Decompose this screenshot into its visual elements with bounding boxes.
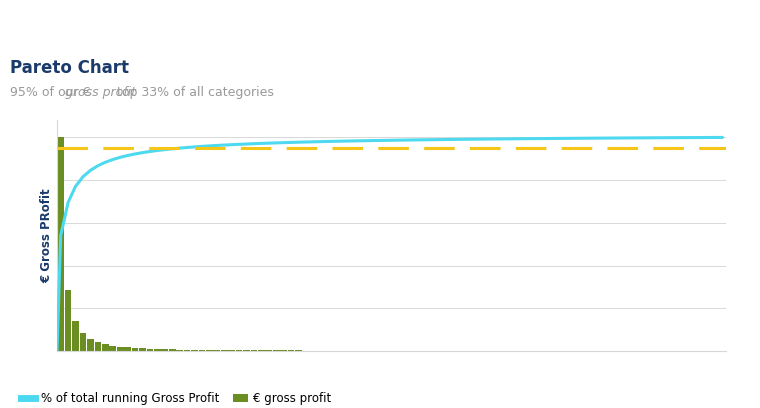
- Bar: [147, 349, 154, 351]
- Bar: [221, 350, 227, 351]
- Bar: [124, 348, 131, 351]
- Text: 95% of our €: 95% of our €: [10, 86, 94, 99]
- Bar: [191, 350, 198, 351]
- Text: gross profit: gross profit: [65, 86, 136, 99]
- Bar: [139, 348, 146, 351]
- Bar: [184, 350, 191, 351]
- Legend: % of total running Gross Profit, € gross profit: % of total running Gross Profit, € gross…: [16, 387, 337, 408]
- Bar: [251, 350, 258, 351]
- Y-axis label: € Gross PRofit: € Gross PRofit: [40, 188, 53, 283]
- Bar: [198, 350, 205, 351]
- Bar: [206, 350, 213, 351]
- Bar: [273, 350, 280, 351]
- Bar: [169, 349, 176, 351]
- Text: Profitability Analysis Across Categories: Profitability Analysis Across Categories: [10, 16, 536, 40]
- Bar: [280, 350, 287, 351]
- Bar: [228, 350, 235, 351]
- Bar: [109, 346, 116, 351]
- Bar: [176, 350, 183, 351]
- Bar: [236, 350, 242, 351]
- Bar: [161, 349, 168, 351]
- Bar: [265, 350, 272, 351]
- Bar: [131, 348, 138, 351]
- Bar: [57, 137, 64, 351]
- Text: Pareto Chart: Pareto Chart: [10, 59, 129, 77]
- Bar: [258, 350, 264, 351]
- Text: top 33% of all categories: top 33% of all categories: [113, 86, 274, 99]
- Bar: [288, 350, 294, 351]
- Bar: [72, 322, 79, 351]
- Bar: [65, 290, 71, 351]
- Bar: [214, 350, 220, 351]
- Bar: [80, 333, 87, 351]
- Bar: [102, 344, 109, 351]
- Bar: [94, 342, 101, 351]
- Bar: [243, 350, 250, 351]
- Bar: [117, 347, 124, 351]
- Bar: [87, 339, 93, 351]
- Bar: [154, 349, 160, 351]
